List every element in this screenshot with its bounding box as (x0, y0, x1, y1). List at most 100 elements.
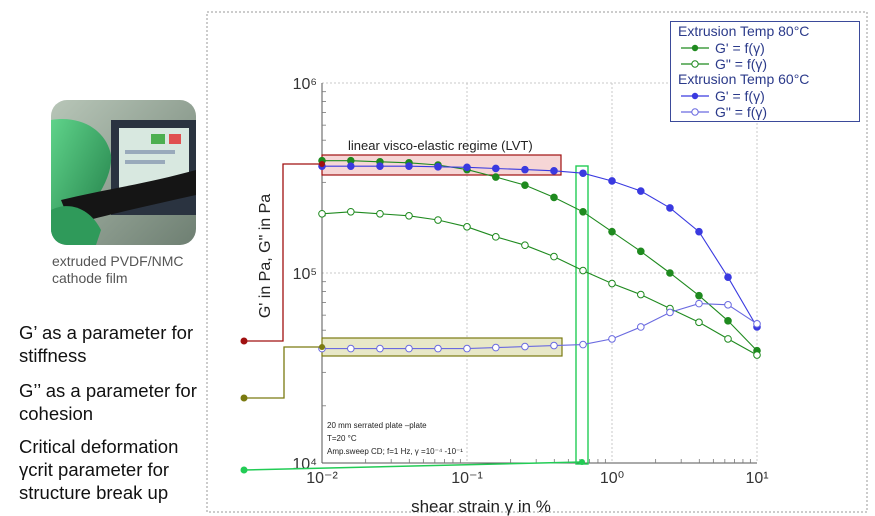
bullet-critical-line-2: γcrit parameter for (19, 459, 170, 480)
data-point (695, 227, 703, 236)
lvt-label: linear visco-elastic regime (LVT) (348, 138, 533, 153)
legend-entry-80-gprime: G' = f(γ) (681, 40, 765, 56)
data-point (376, 209, 384, 218)
legend: Extrusion Temp 80°C G' = f(γ) G" = f(γ) … (670, 21, 860, 122)
data-point (347, 344, 355, 353)
data-point (637, 323, 645, 331)
condition-line-2: T=20 °C (327, 434, 357, 443)
connector-cohesion-dot (240, 394, 248, 402)
data-point (492, 173, 500, 181)
data-point (550, 341, 558, 350)
legend-label-60-gprime: G' = f(γ) (715, 88, 765, 104)
data-point (724, 317, 732, 325)
data-point (724, 335, 732, 343)
bullet-stiffness-line-1: G’ as a parameter for (19, 322, 194, 343)
x-tick-label: 10¹ (745, 470, 768, 487)
data-point (521, 181, 529, 189)
y-tick-label: 10⁴ (292, 456, 317, 473)
connector-critical-dot (240, 466, 248, 474)
data-point (347, 162, 355, 170)
data-point (608, 279, 616, 288)
condition-line-1: 20 mm serrated plate –plate (327, 421, 427, 430)
bullet-stiffness-line-2: stiffness (19, 345, 87, 366)
legend-entry-80-gdoubleprime: G" = f(γ) (681, 56, 767, 72)
legend-title-60: Extrusion Temp 60°C (678, 71, 810, 87)
data-point (637, 247, 645, 256)
data-point (318, 209, 326, 218)
series-line-1 (321, 211, 758, 356)
data-point (637, 290, 645, 299)
data-point (347, 207, 355, 216)
data-point (550, 252, 558, 261)
legend-entry-60-gdoubleprime: G" = f(γ) (681, 104, 767, 120)
legend-entry-60-gprime: G' = f(γ) (681, 88, 765, 104)
data-point (608, 335, 616, 343)
bullet-critical-line-3: structure break up (19, 482, 169, 503)
x-tick-label: 10⁻² (306, 470, 338, 487)
legend-title-80: Extrusion Temp 80°C (678, 23, 810, 39)
data-point (666, 204, 674, 212)
x-axis-label: shear strain γ in % (411, 497, 551, 516)
connector-cohesion (244, 346, 322, 399)
data-point (492, 343, 500, 352)
data-point (463, 223, 471, 231)
data-point (405, 212, 413, 220)
data-point (521, 241, 529, 250)
data-point (695, 318, 703, 327)
legend-marker-60-gprime (681, 92, 709, 100)
series-line-2 (322, 165, 758, 328)
series-line-0 (322, 160, 758, 352)
data-point (521, 165, 529, 174)
data-point (579, 340, 587, 349)
y-tick-label: 10⁵ (293, 266, 317, 283)
data-point (405, 162, 413, 170)
legend-marker-60-gdoubleprime (681, 108, 709, 116)
legend-label-60-gdoubleprime: G" = f(γ) (715, 104, 768, 120)
data-point (434, 216, 442, 224)
connector-stiffness (244, 163, 322, 342)
photo-caption-line-1: extruded PVDF/NMC (52, 253, 184, 269)
x-tick-label: 10⁻¹ (451, 470, 483, 487)
data-point (405, 344, 413, 353)
connector-stiffness-end (319, 161, 325, 167)
y-tick-label: 10⁶ (293, 76, 317, 93)
legend-marker-80-gdoubleprime (681, 60, 709, 68)
data-point (724, 273, 732, 282)
data-point (521, 342, 529, 351)
data-point (550, 167, 558, 175)
data-point (434, 163, 442, 171)
data-point (376, 162, 384, 170)
photo-caption: extruded PVDF/NMC cathode film (52, 253, 183, 287)
data-point (695, 291, 703, 300)
data-point (463, 344, 471, 353)
x-tick-label: 10⁰ (600, 470, 624, 487)
data-point (463, 163, 471, 172)
legend-marker-80-gprime (681, 44, 709, 52)
photo-illustration (51, 100, 196, 245)
data-point (637, 187, 645, 195)
data-point (608, 177, 616, 185)
data-point (724, 301, 732, 309)
connector-critical-end (579, 459, 585, 465)
data-point (666, 269, 674, 277)
connector-stiffness-dot (240, 337, 248, 345)
data-point (579, 169, 587, 178)
data-point (753, 351, 761, 359)
data-point (579, 266, 587, 275)
data-point (608, 227, 616, 236)
cathode-film-photo (51, 100, 196, 245)
data-point (666, 308, 674, 317)
data-point (376, 344, 384, 353)
data-point (695, 299, 703, 308)
condition-line-3: Amp.sweep CD; f=1 Hz, γ =10⁻⁴ -10⁻¹ (327, 447, 463, 456)
data-point (434, 344, 442, 353)
data-point (550, 193, 558, 202)
connector-cohesion-end (319, 344, 325, 350)
data-point (753, 320, 761, 328)
photo-caption-line-2: cathode film (52, 270, 128, 286)
data-point (492, 233, 500, 241)
bullet-stiffness: G’ as a parameter for stiffness (19, 321, 193, 367)
bullet-critical-line-1: Critical deformation (19, 436, 179, 457)
bullet-critical: Critical deformation γcrit parameter for… (19, 435, 178, 504)
